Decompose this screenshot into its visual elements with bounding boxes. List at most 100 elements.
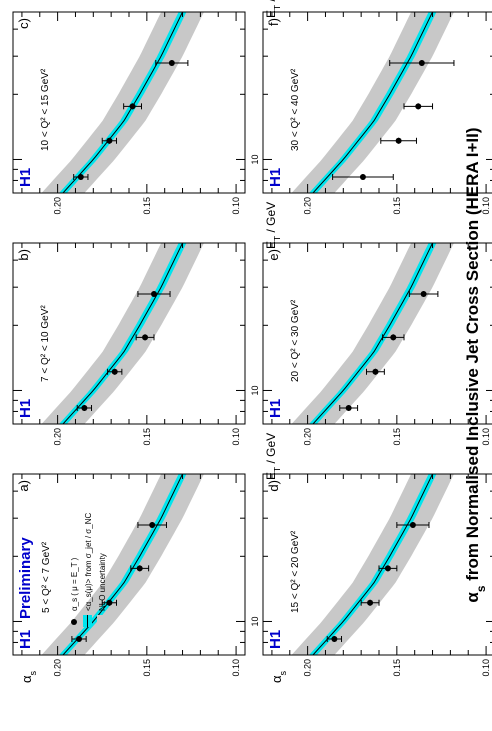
x-tick-label: 10 [250, 385, 260, 395]
data-point [71, 635, 87, 642]
y-tick-label: 0.20 [53, 428, 63, 446]
plot-area: αs from Normalised Inclusive Jet Cross S… [12, 0, 492, 684]
legend: α_s ( μ = E_T ) <α_s(μ)> from σ_jet / σ_N… [70, 513, 107, 627]
x-axis-title-main: E [264, 10, 278, 18]
y-tick-label: 0.20 [303, 197, 313, 215]
data-marker [111, 368, 118, 375]
y-tick-label: 0.10 [481, 659, 491, 677]
data-point [123, 103, 142, 110]
data-point [396, 522, 430, 529]
panel-letter: e) [266, 249, 281, 261]
x-axis-title-sub: T [272, 467, 282, 472]
nlo-uncertainty-band [41, 12, 204, 193]
legend-band-label: <α_s(μ)> from σ_jet / σ_NC [84, 513, 93, 611]
legend-uncertainty-label: NLO uncertainty [98, 553, 107, 611]
data-point [382, 334, 405, 341]
y-tick-label: 0.10 [481, 197, 491, 215]
h1-label: H1 [267, 168, 284, 187]
data-point [76, 404, 93, 411]
preliminary-label: Preliminary [17, 537, 34, 619]
y-axis-title-main: α [19, 675, 34, 683]
q2-range-label: 15 < Q² < 20 GeV² [290, 530, 301, 613]
legend-points-label: α_s ( μ = E_T ) [70, 557, 79, 611]
y-axis-title-main: α [269, 675, 284, 683]
y-tick-label: 0.15 [392, 428, 402, 446]
legend-point-marker [71, 619, 77, 625]
panel-letter: c) [16, 18, 31, 29]
alpha-s-fit-curve [312, 12, 433, 193]
x-axis-title-sub: T [272, 5, 282, 10]
data-marker [77, 173, 84, 180]
y-tick-label: 0.15 [142, 197, 152, 215]
data-point [135, 334, 155, 341]
alpha-s-fit-curve [312, 243, 433, 424]
data-marker [136, 565, 143, 572]
y-tick-label: 0.15 [392, 659, 402, 677]
data-point [155, 60, 189, 67]
data-marker [372, 368, 379, 375]
y-tick-label: 0.10 [231, 428, 241, 446]
y-tick-label: 0.15 [142, 428, 152, 446]
alpha-s-fit-curve [312, 474, 433, 655]
q2-range-label: 7 < Q² < 10 GeV² [40, 305, 51, 382]
data-marker [106, 599, 113, 606]
data-marker [409, 522, 416, 529]
nlo-uncertainty-band [291, 474, 454, 655]
data-marker [390, 334, 397, 341]
q2-range-label: 30 < Q² < 40 GeV² [290, 68, 301, 151]
data-marker [149, 522, 156, 529]
y-axis-title-sub: s [278, 671, 288, 676]
y-tick-label: 0.20 [303, 428, 313, 446]
y-tick-label: 0.15 [142, 659, 152, 677]
data-point [137, 291, 171, 298]
y-tick-label: 0.10 [231, 659, 241, 677]
data-marker [359, 173, 366, 180]
data-point [389, 60, 455, 67]
data-marker [76, 635, 83, 642]
alpha-s-fit-curve [62, 243, 183, 424]
figure-title-main: α [463, 592, 482, 603]
data-point [366, 368, 385, 375]
panel-c: 10 0.10 0.15 0.20 c) H1 10 < Q² < 15 GeV² ET / … [12, 0, 282, 215]
data-marker [331, 635, 338, 642]
data-point [130, 565, 150, 572]
x-axis-title-main: E [264, 472, 278, 480]
data-point [332, 173, 394, 180]
data-point [137, 522, 167, 529]
h1-label: H1 [17, 630, 34, 649]
q2-range-label: 10 < Q² < 15 GeV² [40, 68, 51, 151]
data-marker [129, 103, 136, 110]
panel-b: 10 0.10 0.15 0.20 b) H1 7 < Q² < 10 GeV² ET / G… [12, 202, 282, 446]
panel-inner [41, 474, 204, 655]
panel-letter: a) [16, 480, 31, 492]
y-tick-label: 0.20 [53, 659, 63, 677]
data-point [101, 599, 118, 606]
data-point [101, 137, 118, 144]
y-tick-label: 0.10 [231, 197, 241, 215]
h1-label: H1 [267, 630, 284, 649]
x-axis-title: ET / GeV [264, 202, 282, 249]
data-point [107, 368, 123, 375]
panel-a: 10 0.10 0.15 0.20 a) H1 Preliminary 5 < Q² < 7 … [12, 433, 282, 684]
nlo-uncertainty-band [41, 243, 204, 424]
panel-letter: b) [16, 249, 31, 261]
data-point [339, 404, 359, 411]
data-point [380, 137, 417, 144]
data-point [408, 291, 439, 298]
x-axis-title-sub: T [272, 236, 282, 241]
panel-inner [291, 243, 454, 424]
figure-title: αs from Normalised Inclusive Jet Cross S… [463, 127, 488, 602]
data-point [360, 599, 380, 606]
x-axis-title-rest: / GeV [264, 433, 278, 467]
y-axis-title: αs [19, 671, 38, 684]
x-tick-label: 10 [250, 616, 260, 626]
panel-inner [291, 12, 454, 193]
data-marker [395, 137, 402, 144]
panel-letter: f) [266, 18, 281, 26]
data-marker [384, 565, 391, 572]
data-marker [81, 404, 88, 411]
figure-title-rest: from Normalised Inclusive Jet Cross Sect… [463, 127, 482, 585]
